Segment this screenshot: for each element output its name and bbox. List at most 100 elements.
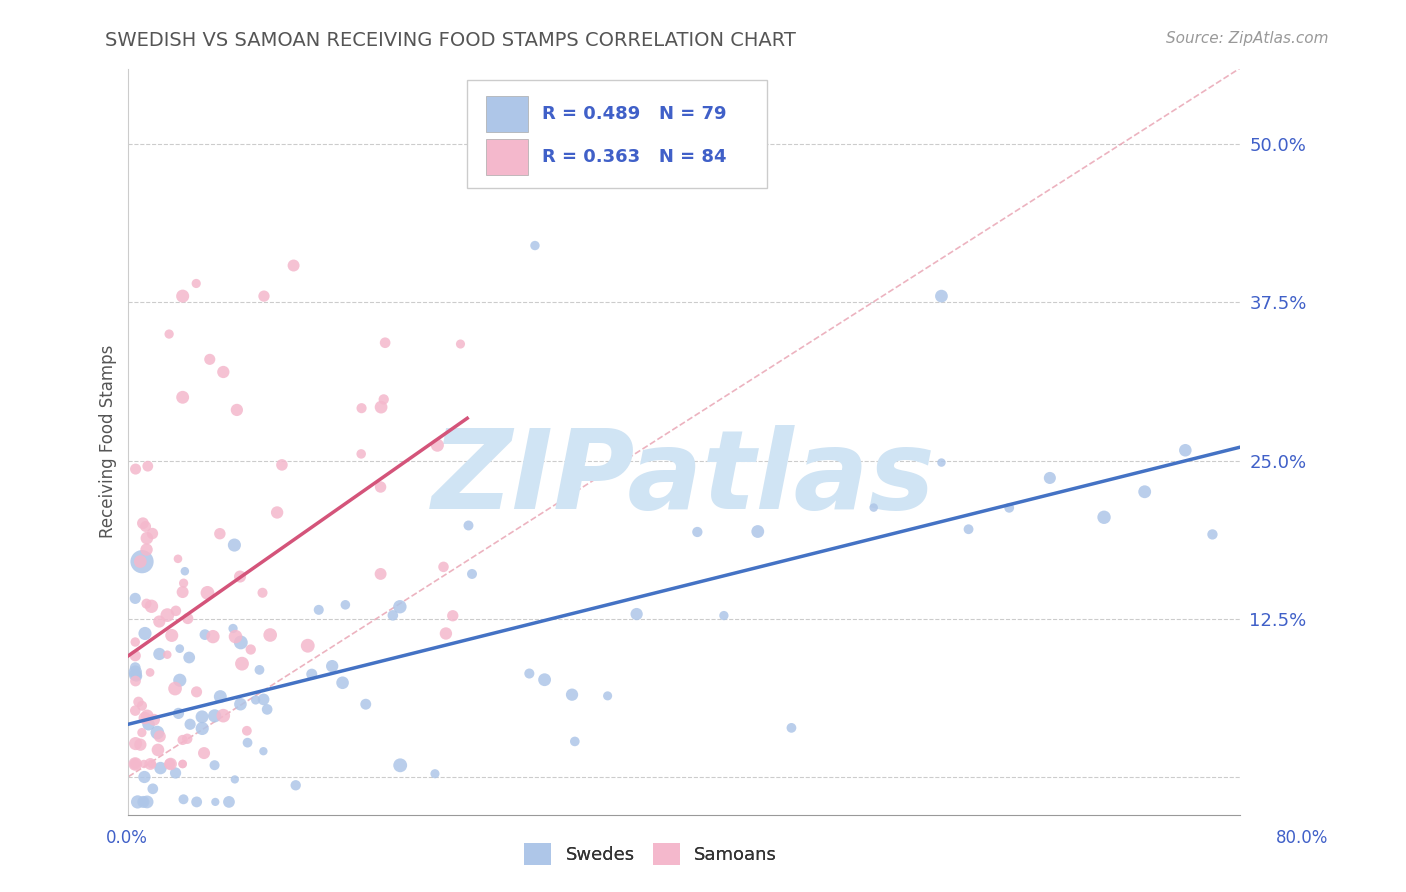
Point [388, 599, 411, 614]
Point [127, 795, 149, 809]
Point [165, 681, 187, 696]
Point [193, 746, 215, 760]
Point [135, 531, 157, 545]
Point [259, 628, 281, 642]
Point [252, 692, 274, 706]
Point [131, 555, 153, 569]
Point [172, 756, 194, 771]
Point [167, 706, 190, 721]
Point [222, 622, 245, 636]
Text: 80.0%: 80.0% [1277, 829, 1329, 847]
Point [441, 608, 464, 623]
Text: SWEDISH VS SAMOAN RECEIVING FOOD STAMPS CORRELATION CHART: SWEDISH VS SAMOAN RECEIVING FOOD STAMPS … [105, 31, 796, 50]
Point [350, 401, 373, 416]
Point [139, 665, 162, 680]
Point [373, 392, 395, 407]
Point [423, 766, 446, 780]
Point [167, 551, 190, 566]
Point [159, 756, 181, 771]
Point [432, 560, 454, 574]
Point [198, 352, 221, 367]
Point [252, 586, 274, 600]
Point [149, 761, 172, 775]
Point [332, 675, 354, 690]
Point [134, 770, 156, 784]
Point [231, 657, 253, 671]
Point [713, 608, 735, 623]
Point [134, 711, 156, 725]
Point [173, 576, 195, 591]
Point [517, 666, 540, 681]
Point [204, 708, 226, 723]
Point [249, 663, 271, 677]
Point [998, 500, 1021, 515]
Point [176, 731, 198, 746]
Point [139, 756, 162, 771]
Point [159, 756, 181, 771]
Point [136, 795, 159, 809]
Point [124, 591, 146, 606]
Point [862, 500, 884, 515]
Point [224, 630, 246, 644]
Point [186, 277, 208, 291]
Point [124, 665, 146, 679]
Point [131, 725, 153, 739]
Point [127, 695, 149, 709]
Point [209, 690, 232, 704]
Legend: Swedes, Samoans: Swedes, Samoans [517, 836, 785, 872]
Point [204, 795, 226, 809]
Point [350, 447, 373, 461]
Point [564, 734, 586, 748]
Point [124, 668, 146, 682]
Point [186, 795, 208, 809]
Point [124, 756, 146, 771]
Point [533, 673, 555, 687]
Point [218, 795, 240, 809]
Point [135, 519, 157, 533]
Point [142, 781, 165, 796]
Point [132, 516, 155, 531]
Point [335, 598, 357, 612]
Point [124, 737, 146, 751]
Point [134, 626, 156, 640]
Point [284, 778, 307, 792]
Point [191, 710, 214, 724]
Point [124, 648, 146, 663]
Point [1174, 443, 1197, 458]
Point [143, 713, 166, 727]
Point [253, 289, 276, 303]
Point [138, 717, 160, 731]
Point [354, 697, 377, 711]
Point [124, 660, 146, 674]
Point [931, 289, 953, 303]
Point [271, 458, 294, 472]
Point [747, 524, 769, 539]
Point [1039, 471, 1062, 485]
Point [135, 542, 157, 557]
Point [374, 335, 396, 350]
Text: R = 0.363   N = 84: R = 0.363 N = 84 [541, 148, 727, 166]
Point [124, 462, 146, 476]
Point [1133, 484, 1156, 499]
Point [461, 566, 484, 581]
Point [124, 635, 146, 649]
Point [626, 607, 648, 621]
Point [156, 648, 179, 662]
Point [212, 708, 235, 723]
Point [370, 400, 392, 414]
Point [301, 667, 323, 681]
Point [172, 390, 194, 404]
Point [172, 756, 194, 771]
Point [124, 704, 146, 718]
Point [191, 722, 214, 736]
Point [523, 238, 546, 252]
Point [124, 674, 146, 689]
Point [186, 685, 208, 699]
Point [169, 641, 191, 656]
Point [129, 738, 152, 752]
Point [381, 608, 404, 623]
Point [252, 744, 274, 758]
Point [931, 456, 953, 470]
Point [172, 289, 194, 303]
Point [229, 569, 252, 583]
